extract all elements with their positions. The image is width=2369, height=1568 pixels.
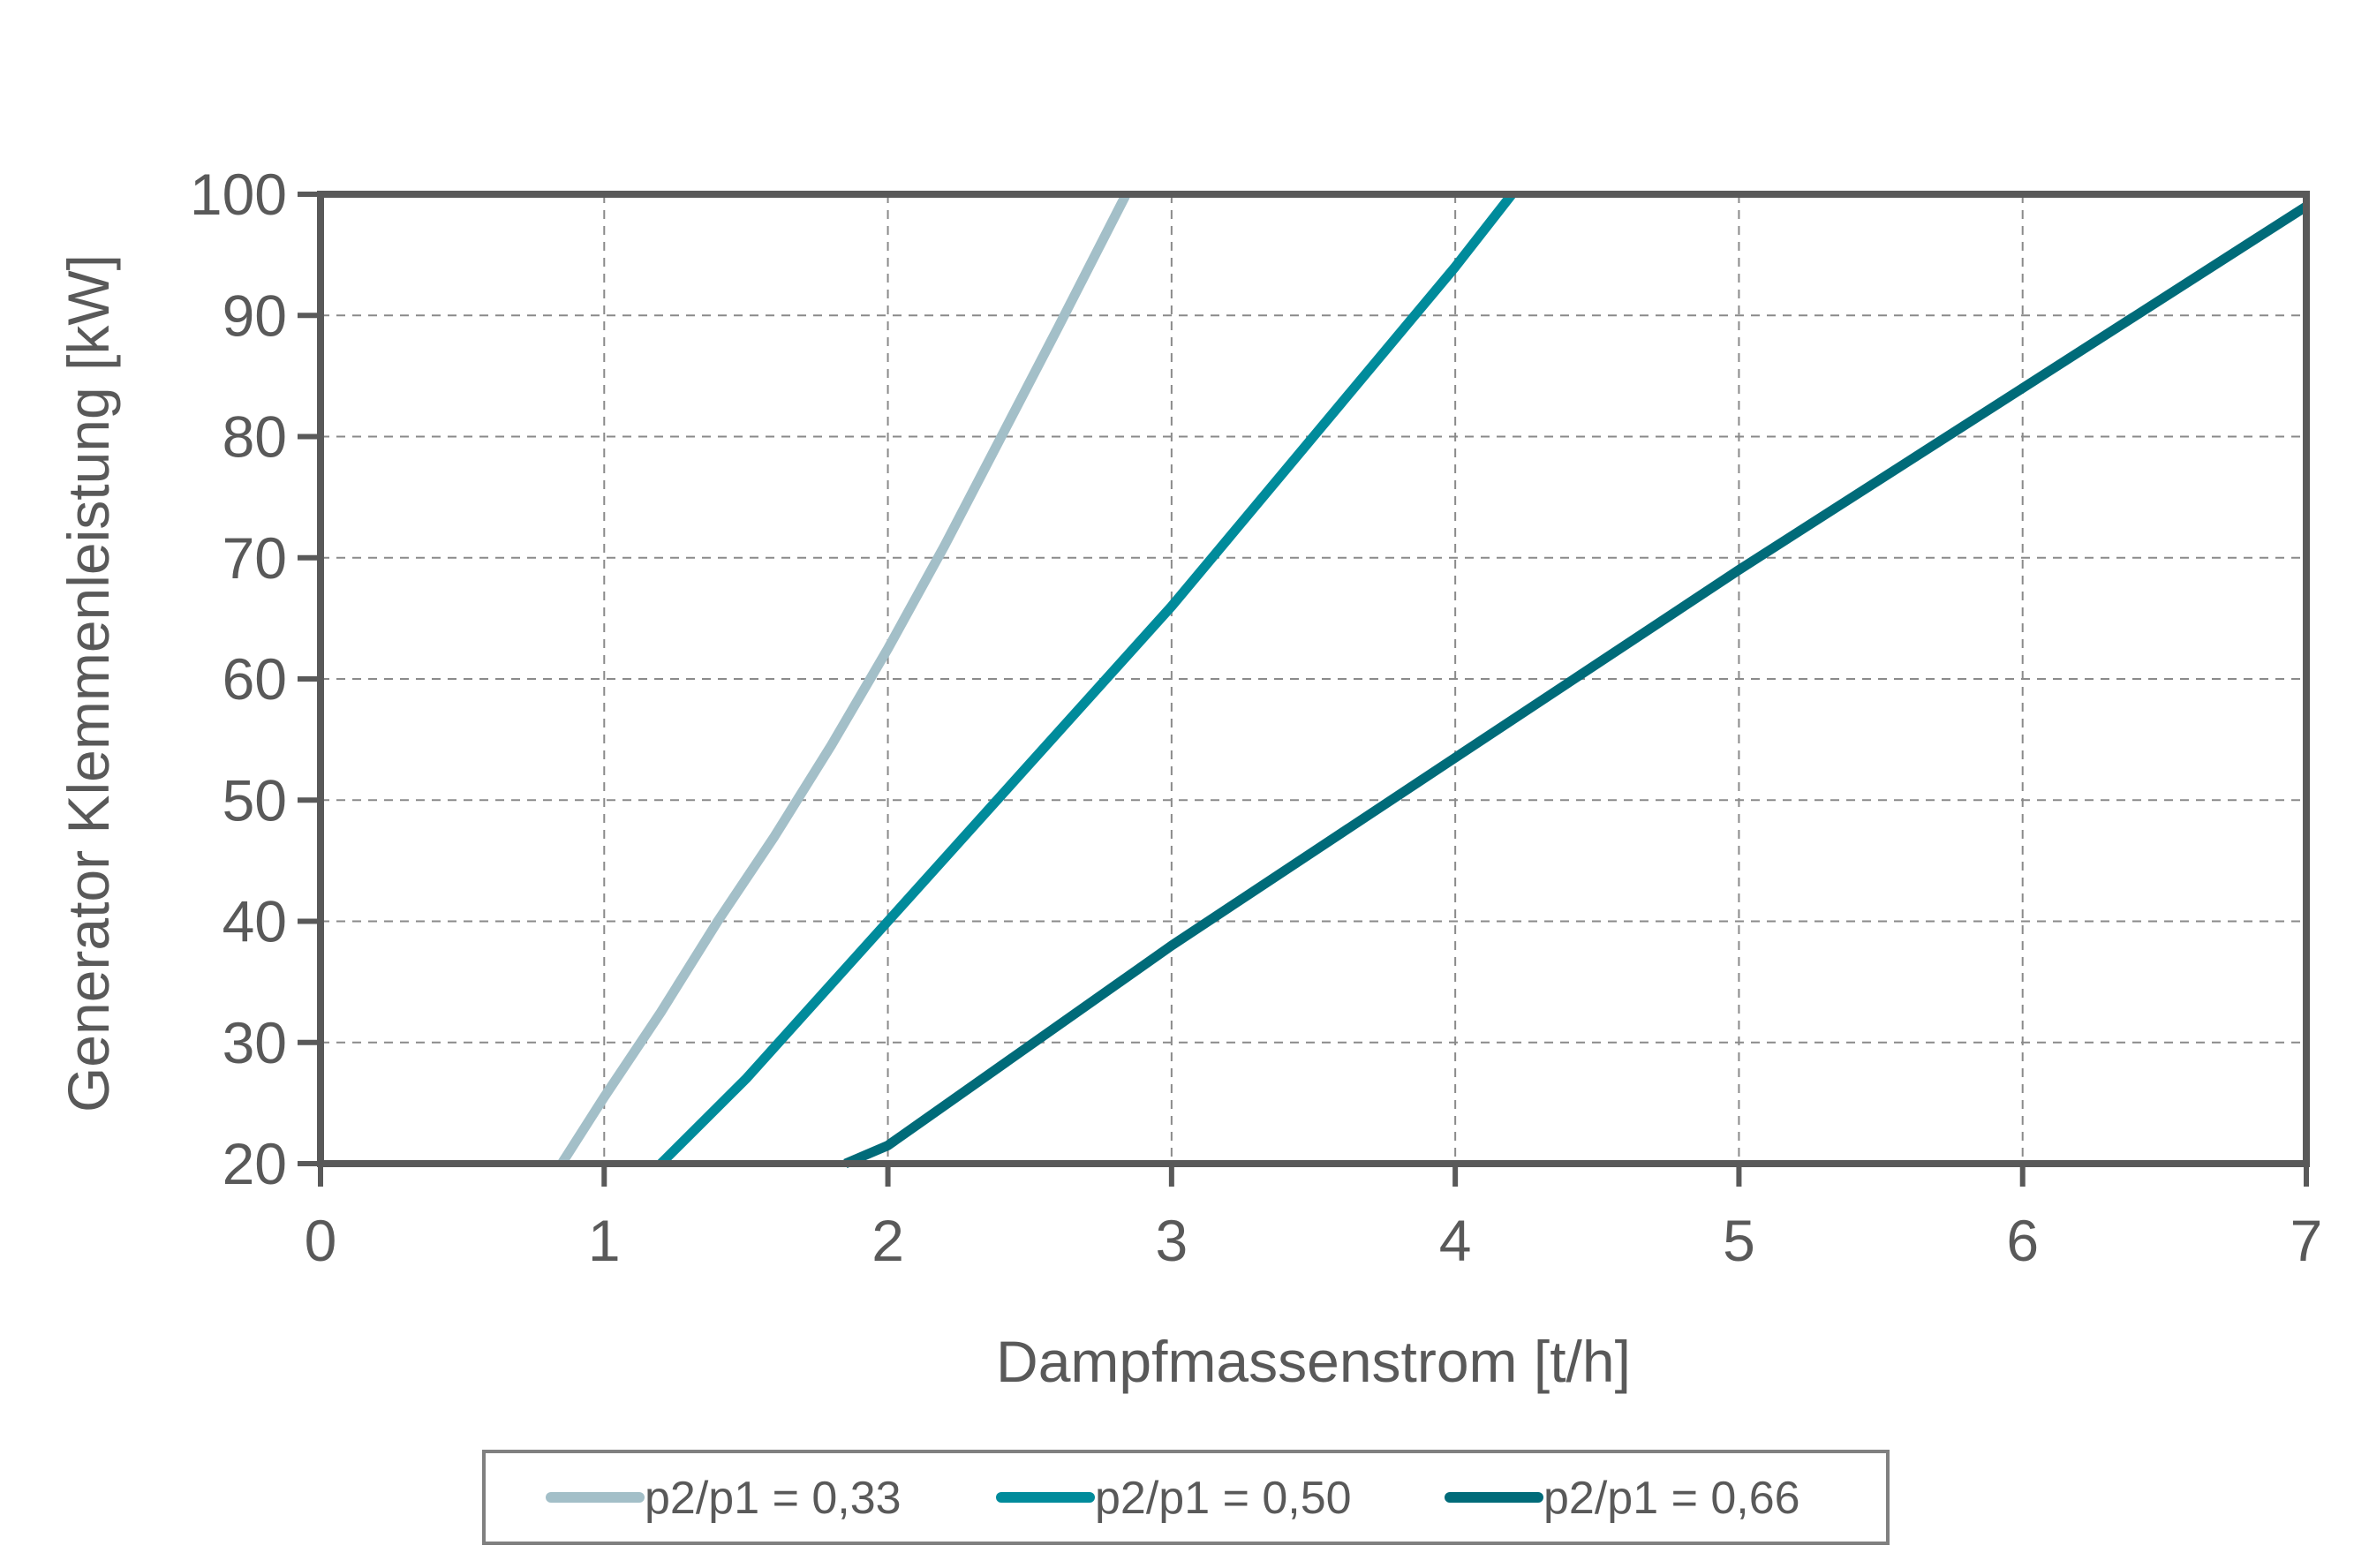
tick-labels: 20 30 40 50 60 70 80 90 100 0 1 2 3 4 5 6 7 [190,162,2322,1273]
y-tick-label: 70 [223,525,287,591]
legend-label-2: p2/p1 = 0,50 [1095,1473,1352,1524]
y-axis-title: Generator Klemmenleistung [kW] [56,254,121,1112]
y-tick-label: 40 [223,889,287,954]
y-tick-label: 60 [223,646,287,712]
x-tick-label: 1 [588,1208,621,1273]
x-tick-label: 3 [1155,1208,1188,1273]
legend-label-1: p2/p1 = 0,33 [645,1473,902,1524]
series-lines [557,191,2309,1169]
series-line-2 [657,191,1516,1167]
series-line-1 [557,192,1131,1166]
x-tick-label: 4 [1439,1208,1472,1273]
legend-box [482,1450,1890,1545]
legend-label-3: p2/p1 = 0,66 [1543,1473,1800,1524]
y-tick-label: 30 [223,1010,287,1075]
x-axis-title: Dampfmassenstrom [t/h] [996,1329,1631,1394]
axes [298,191,2310,1187]
legend: p2/p1 = 0,33 p2/p1 = 0,50 p2/p1 = 0,66 [482,1450,1890,1545]
y-tick-label: 90 [223,283,287,348]
x-tick-label: 0 [305,1208,337,1273]
y-tick-label: 100 [190,162,287,227]
y-tick-label: 50 [223,767,287,833]
gridlines [321,194,2306,1164]
y-tick-label: 20 [223,1131,287,1196]
x-tick-label: 6 [2006,1208,2039,1273]
y-tick-label: 80 [223,404,287,470]
series-line-3 [843,202,2309,1169]
x-tick-label: 2 [871,1208,904,1273]
x-tick-label: 7 [2290,1208,2323,1273]
x-tick-label: 5 [1723,1208,1755,1273]
